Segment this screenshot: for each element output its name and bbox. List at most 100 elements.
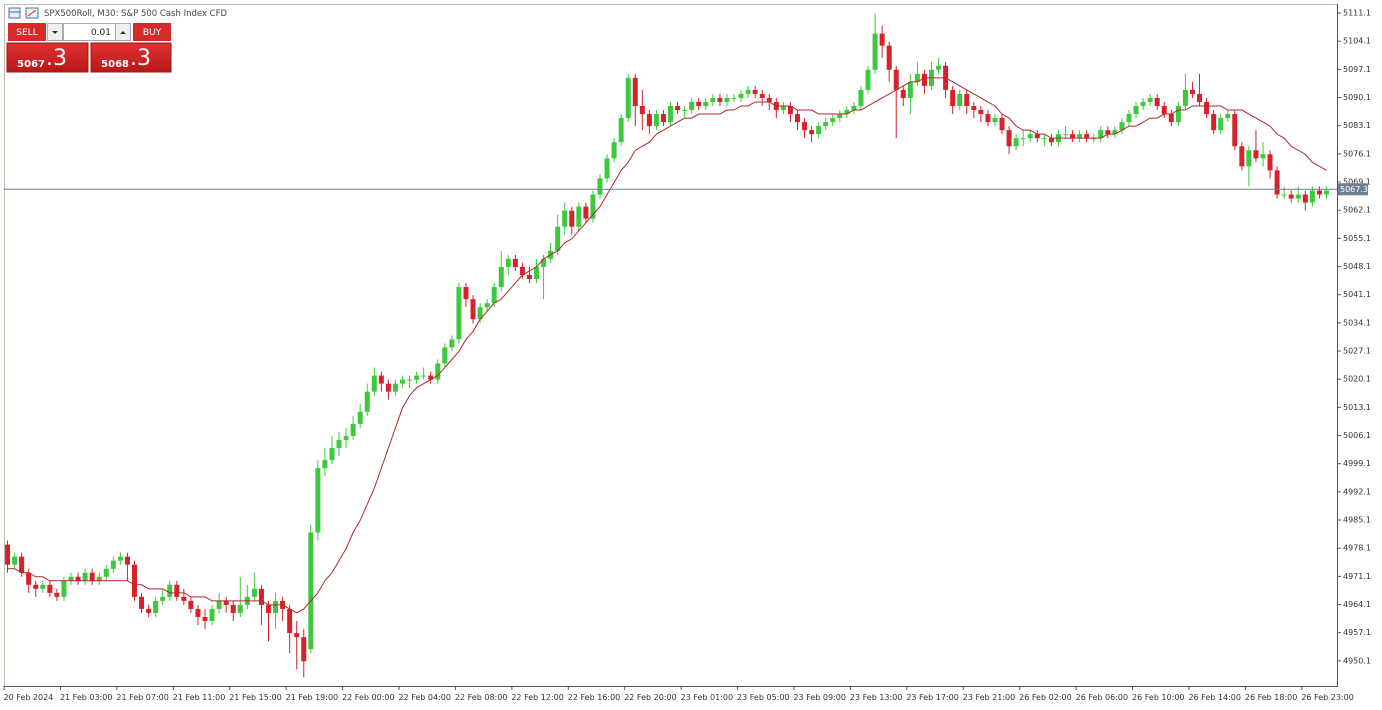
y-tick-label: 5041.1 <box>1343 290 1371 299</box>
x-tick-label: 21 Feb 03:00 <box>60 693 112 702</box>
candle-body <box>378 375 384 384</box>
sell-button[interactable] <box>8 23 46 41</box>
candle-body <box>632 77 638 106</box>
candle-body <box>682 110 688 112</box>
candle-body <box>1225 114 1231 119</box>
y-tick-label: 5013.1 <box>1343 403 1371 412</box>
candle-body <box>562 210 568 227</box>
candle-body <box>336 439 342 449</box>
candle-body <box>456 287 462 340</box>
candle-body <box>505 258 511 267</box>
last-price-box <box>1338 183 1368 196</box>
candle-body <box>971 105 977 111</box>
candle-body <box>75 576 81 581</box>
candle-body <box>816 126 822 135</box>
y-tick-label: 5069.1 <box>1343 178 1371 187</box>
candle-body <box>597 178 603 195</box>
x-tick-label: 26 Feb 18:00 <box>1245 693 1297 702</box>
y-tick-label: 4992.1 <box>1343 487 1371 496</box>
candle-body <box>33 584 39 589</box>
bid-main: 5067 <box>17 59 45 70</box>
x-tick-label: 21 Feb 19:00 <box>286 693 338 702</box>
candle-body <box>1309 190 1315 203</box>
chart-title: SPX500Roll, M30: S&P 500 Cash Index CFD <box>44 9 227 19</box>
candle-body <box>124 556 130 565</box>
candle-body <box>978 110 984 115</box>
candle-body <box>174 584 180 597</box>
y-tick-label: 4985.1 <box>1343 516 1371 525</box>
candle-body <box>1168 114 1174 123</box>
candle-body <box>1020 138 1026 140</box>
plot-area <box>5 13 1329 678</box>
candle-body <box>1041 138 1047 140</box>
candle-body <box>357 411 363 424</box>
candle-body <box>787 105 793 115</box>
candle-body <box>526 274 532 280</box>
candle-body <box>1302 194 1308 203</box>
candle-body <box>153 600 159 613</box>
candle-body <box>964 93 970 106</box>
bid-box[interactable] <box>6 42 89 73</box>
candle-body <box>54 592 60 597</box>
candle-body <box>1239 146 1245 167</box>
candle-body <box>414 375 420 380</box>
candle-body <box>407 379 413 381</box>
ask-box[interactable] <box>90 42 172 73</box>
candle-body <box>992 118 998 123</box>
y-tick-label: 5034.1 <box>1343 318 1371 327</box>
candle-body <box>872 33 878 70</box>
x-tick-label: 26 Feb 02:00 <box>1019 693 1071 702</box>
candle-body <box>1027 134 1033 139</box>
candle-body <box>287 608 293 634</box>
candle-body <box>301 637 307 662</box>
candle-body <box>1034 134 1040 139</box>
candle-body <box>195 608 201 617</box>
y-tick-label: 5006.1 <box>1343 431 1371 440</box>
bid-frac: .3 <box>46 46 67 71</box>
candle-body <box>470 299 476 320</box>
candle-body <box>724 97 730 102</box>
candle-body <box>1013 138 1019 147</box>
candle-body <box>646 114 652 127</box>
candle-body <box>209 608 215 622</box>
candle-body <box>555 226 561 251</box>
candle-body <box>1316 190 1322 195</box>
candle-body <box>1077 134 1083 139</box>
candle-body <box>26 572 32 585</box>
candle-body <box>1091 138 1097 140</box>
x-tick-label: 26 Feb 14:00 <box>1188 693 1240 702</box>
candle-body <box>759 93 765 98</box>
candle-body <box>442 347 448 364</box>
candle-body <box>604 158 610 179</box>
candle-body <box>350 423 356 436</box>
candle-body <box>653 114 659 127</box>
y-tick-label: 4964.1 <box>1343 600 1371 609</box>
candle-body <box>364 391 370 412</box>
y-tick-label: 5083.1 <box>1343 121 1371 130</box>
x-tick-label: 21 Feb 11:00 <box>173 693 225 702</box>
candle-body <box>273 600 279 613</box>
candle-body <box>738 93 744 98</box>
candle-body <box>435 363 441 380</box>
candle-body <box>117 556 123 561</box>
candle-body <box>802 122 808 131</box>
candle-body <box>40 584 46 589</box>
candle-body <box>167 584 173 597</box>
candle-body <box>258 588 264 605</box>
candle-body <box>1197 93 1203 102</box>
candle-body <box>1260 154 1266 159</box>
moving-average <box>7 77 1327 614</box>
buy-button[interactable] <box>133 23 171 41</box>
candle-body <box>1161 105 1167 115</box>
x-tick-label: 26 Feb 06:00 <box>1076 693 1128 702</box>
candle-body <box>89 572 95 581</box>
candle-body <box>139 596 145 609</box>
candle-body <box>12 556 18 565</box>
candle-body <box>1006 130 1012 147</box>
candle-body <box>731 97 737 99</box>
x-tick-label: 20 Feb 2024 <box>4 693 54 702</box>
candle-body <box>660 114 666 123</box>
y-tick-label: 5048.1 <box>1343 262 1371 271</box>
candle-body <box>865 69 871 90</box>
candle-body <box>809 130 815 135</box>
